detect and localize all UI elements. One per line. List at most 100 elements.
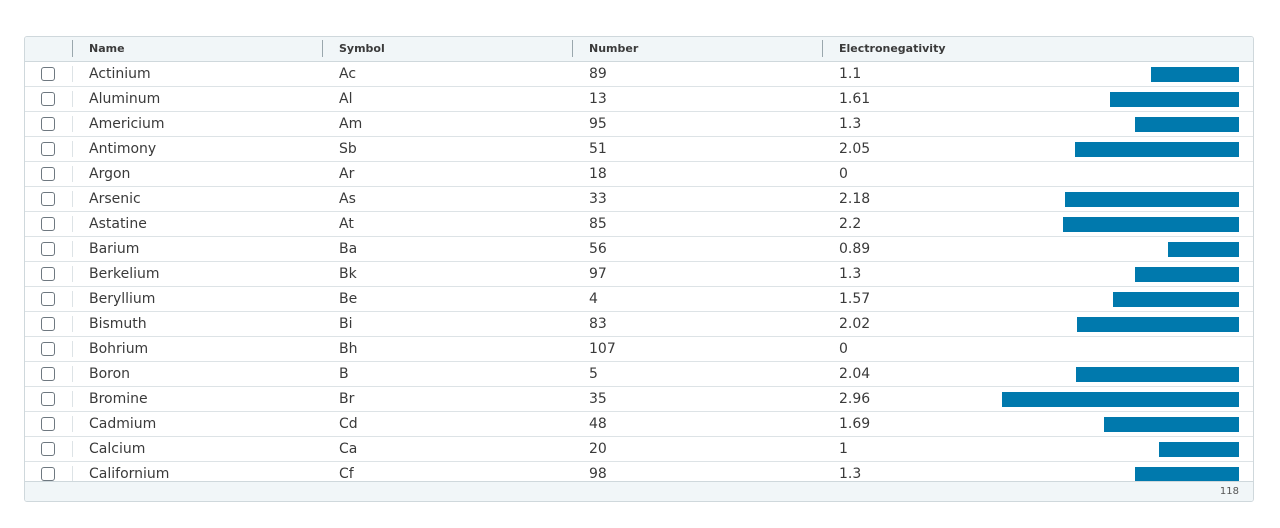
electronegativity-bar	[1135, 117, 1239, 132]
table-row[interactable]: Argon Ar 18 0	[25, 162, 1253, 187]
cell-electronegativity: 2.04	[839, 366, 871, 382]
table-row[interactable]: Berkelium Bk 97 1.3	[25, 262, 1253, 287]
row-select-checkbox[interactable]	[41, 167, 55, 181]
cell-symbol: Br	[339, 391, 355, 407]
cell-name: Bismuth	[89, 316, 147, 332]
table-row[interactable]: Cadmium Cd 48 1.69	[25, 412, 1253, 437]
cell-number: 48	[589, 416, 607, 432]
row-select-checkbox[interactable]	[41, 217, 55, 231]
column-separator[interactable]	[322, 40, 323, 57]
row-divider	[72, 266, 73, 282]
datagrid-footer: 118	[25, 481, 1253, 501]
table-row[interactable]: Arsenic As 33 2.18	[25, 187, 1253, 212]
electronegativity-bar	[1076, 367, 1239, 382]
column-separator[interactable]	[572, 40, 573, 57]
column-separator[interactable]	[822, 40, 823, 57]
cell-number: 107	[589, 341, 616, 357]
cell-number: 83	[589, 316, 607, 332]
datagrid-body: Actinium Ac 89 1.1 Aluminum Al 13 1.61 Americium…	[25, 62, 1253, 482]
cell-symbol: Ca	[339, 441, 358, 457]
cell-name: Barium	[89, 241, 140, 257]
electronegativity-bar	[1113, 292, 1239, 307]
cell-name: Arsenic	[89, 191, 141, 207]
cell-number: 33	[589, 191, 607, 207]
row-select-checkbox[interactable]	[41, 292, 55, 306]
column-header-number[interactable]: Number	[589, 42, 639, 55]
row-divider	[72, 116, 73, 132]
row-divider	[72, 366, 73, 382]
table-row[interactable]: Bromine Br 35 2.96	[25, 387, 1253, 412]
electronegativity-bar	[1110, 92, 1239, 107]
column-header-symbol[interactable]: Symbol	[339, 42, 385, 55]
row-select-checkbox[interactable]	[41, 467, 55, 481]
table-row[interactable]: Calcium Ca 20 1	[25, 437, 1253, 462]
cell-name: Argon	[89, 166, 131, 182]
electronegativity-bar	[1075, 142, 1239, 157]
row-divider	[72, 216, 73, 232]
cell-name: Aluminum	[89, 91, 161, 107]
row-select-checkbox[interactable]	[41, 342, 55, 356]
column-header-electronegativity[interactable]: Electronegativity	[839, 42, 946, 55]
cell-number: 51	[589, 141, 607, 157]
table-row[interactable]: Bismuth Bi 83 2.02	[25, 312, 1253, 337]
row-select-checkbox[interactable]	[41, 417, 55, 431]
row-select-checkbox[interactable]	[41, 92, 55, 106]
electronegativity-bar	[1104, 417, 1239, 432]
cell-name: Actinium	[89, 66, 151, 82]
table-row[interactable]: Barium Ba 56 0.89	[25, 237, 1253, 262]
row-select-checkbox[interactable]	[41, 242, 55, 256]
table-row[interactable]: Californium Cf 98 1.3	[25, 462, 1253, 482]
table-row[interactable]: Antimony Sb 51 2.05	[25, 137, 1253, 162]
row-select-checkbox[interactable]	[41, 142, 55, 156]
cell-symbol: Be	[339, 291, 358, 307]
electronegativity-bar	[1159, 442, 1239, 457]
row-select-checkbox[interactable]	[41, 367, 55, 381]
cell-electronegativity: 1	[839, 441, 848, 457]
cell-name: Beryllium	[89, 291, 156, 307]
cell-number: 20	[589, 441, 607, 457]
row-divider	[72, 466, 73, 482]
cell-symbol: Al	[339, 91, 353, 107]
cell-name: Antimony	[89, 141, 157, 157]
cell-name: Californium	[89, 466, 170, 482]
row-select-checkbox[interactable]	[41, 392, 55, 406]
row-select-checkbox[interactable]	[41, 192, 55, 206]
row-divider	[72, 316, 73, 332]
cell-number: 5	[589, 366, 598, 382]
row-divider	[72, 341, 73, 357]
column-header-name[interactable]: Name	[89, 42, 125, 55]
cell-electronegativity: 1.69	[839, 416, 871, 432]
electronegativity-bar	[1168, 242, 1239, 257]
row-select-checkbox[interactable]	[41, 317, 55, 331]
column-separator[interactable]	[72, 40, 73, 57]
cell-number: 89	[589, 66, 607, 82]
row-select-checkbox[interactable]	[41, 267, 55, 281]
cell-electronegativity: 0	[839, 166, 848, 182]
row-select-checkbox[interactable]	[41, 67, 55, 81]
cell-electronegativity: 0.89	[839, 241, 871, 257]
datagrid-header: Name Symbol Number Electronegativity	[25, 37, 1253, 62]
cell-number: 98	[589, 466, 607, 482]
table-row[interactable]: Astatine At 85 2.2	[25, 212, 1253, 237]
row-select-checkbox[interactable]	[41, 117, 55, 131]
cell-electronegativity: 1.3	[839, 116, 862, 132]
table-row[interactable]: Bohrium Bh 107 0	[25, 337, 1253, 362]
cell-name: Bromine	[89, 391, 148, 407]
electronegativity-bar	[1077, 317, 1239, 332]
cell-name: Berkelium	[89, 266, 160, 282]
cell-electronegativity: 2.18	[839, 191, 871, 207]
table-row[interactable]: Americium Am 95 1.3	[25, 112, 1253, 137]
row-divider	[72, 91, 73, 107]
cell-name: Calcium	[89, 441, 146, 457]
row-select-checkbox[interactable]	[41, 442, 55, 456]
cell-symbol: Bh	[339, 341, 358, 357]
cell-number: 4	[589, 291, 598, 307]
electronegativity-bar	[1135, 267, 1239, 282]
table-row[interactable]: Actinium Ac 89 1.1	[25, 62, 1253, 87]
cell-electronegativity: 0	[839, 341, 848, 357]
table-row[interactable]: Beryllium Be 4 1.57	[25, 287, 1253, 312]
table-row[interactable]: Aluminum Al 13 1.61	[25, 87, 1253, 112]
electronegativity-bar	[1151, 67, 1239, 82]
table-row[interactable]: Boron B 5 2.04	[25, 362, 1253, 387]
cell-electronegativity: 2.05	[839, 141, 871, 157]
